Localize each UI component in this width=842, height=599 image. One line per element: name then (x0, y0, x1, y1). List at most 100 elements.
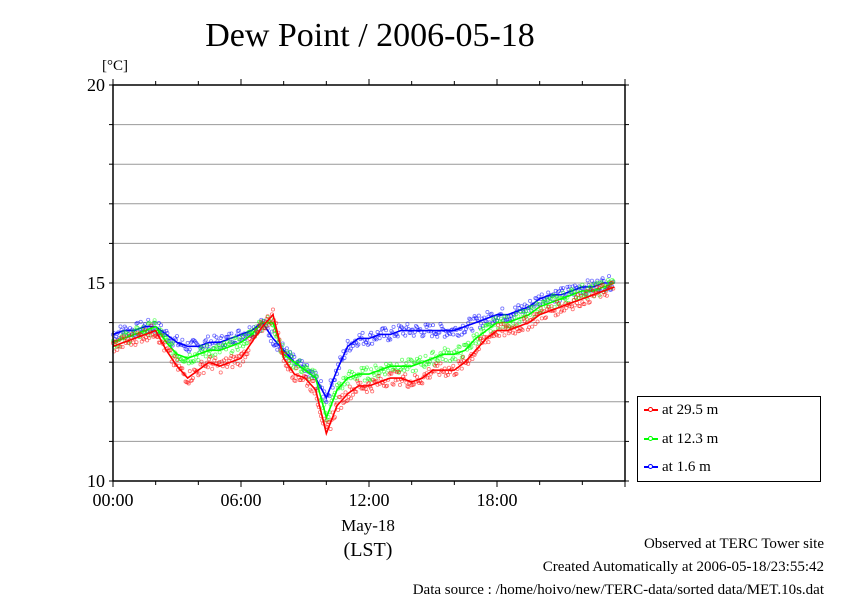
data-point (409, 358, 414, 363)
x-tick-label: 06:00 (220, 490, 261, 510)
data-point (470, 328, 475, 333)
data-point (203, 338, 208, 343)
data-point (230, 365, 235, 370)
data-point (380, 326, 385, 331)
data-point (499, 322, 504, 327)
data-point (429, 334, 434, 339)
data-point (427, 375, 432, 380)
legend-swatch-green (644, 434, 658, 444)
data-point (170, 340, 175, 345)
data-point (586, 292, 591, 297)
series-line (112, 282, 615, 421)
data-point (560, 308, 565, 313)
data-point (529, 304, 534, 309)
data-point (459, 332, 464, 337)
legend-item-29-5m: at 29.5 m (644, 399, 718, 421)
data-point (227, 341, 232, 346)
data-point (587, 300, 592, 305)
data-point (418, 355, 423, 360)
data-point (602, 292, 607, 297)
data-point (114, 339, 119, 344)
data-point (464, 326, 469, 331)
series-at-29-5-m (111, 280, 616, 437)
footer-created: Created Automatically at 2006-05-18/23:5… (542, 559, 824, 575)
data-point (401, 331, 406, 336)
data-point (217, 360, 222, 365)
data-point (224, 356, 229, 361)
data-point (536, 302, 541, 307)
data-point (485, 310, 490, 315)
data-point (142, 327, 147, 332)
data-point (514, 312, 519, 317)
data-point (530, 324, 535, 329)
data-point (581, 293, 586, 298)
data-point (219, 334, 224, 339)
data-point (578, 304, 583, 309)
data-point (382, 326, 387, 331)
data-point (370, 341, 375, 346)
legend: at 29.5 m at 12.3 m at 1.6 m (637, 396, 821, 482)
data-point (403, 372, 408, 377)
data-point (377, 336, 382, 341)
data-point (561, 290, 566, 295)
data-point (370, 389, 375, 394)
data-point (165, 338, 170, 343)
grid-lines (113, 124, 625, 442)
data-point (120, 344, 125, 349)
data-point (510, 330, 515, 335)
data-point (374, 365, 379, 370)
data-point (459, 366, 464, 371)
data-point (265, 314, 270, 319)
legend-swatch-red (644, 405, 658, 415)
data-point (404, 380, 409, 385)
data-point (584, 288, 589, 293)
data-point (368, 332, 373, 337)
legend-item-12-3m: at 12.3 m (644, 428, 718, 450)
data-point (453, 357, 458, 362)
data-point (466, 340, 471, 345)
data-point (468, 353, 473, 358)
data-point (435, 363, 440, 368)
data-point (214, 335, 219, 340)
data-point (337, 381, 342, 386)
data-point (194, 369, 199, 374)
data-point (348, 346, 353, 351)
data-point (457, 345, 462, 350)
data-point (589, 278, 594, 283)
data-point (437, 372, 442, 377)
legend-label: at 12.3 m (662, 430, 719, 447)
data-point (570, 307, 575, 312)
data-point (460, 355, 465, 360)
data-point (121, 334, 126, 339)
data-point (172, 354, 177, 359)
data-point (187, 369, 192, 374)
data-point (467, 358, 472, 363)
data-point (127, 333, 132, 338)
data-point (270, 307, 275, 312)
data-point (171, 363, 176, 368)
data-point (153, 320, 158, 325)
data-point (438, 361, 443, 366)
data-point (543, 300, 548, 305)
data-point (285, 367, 290, 372)
data-point (414, 374, 419, 379)
data-point (539, 316, 544, 321)
data-point (456, 333, 461, 338)
data-point (364, 389, 369, 394)
data-point (580, 282, 585, 287)
data-point (293, 378, 298, 383)
data-point (299, 358, 304, 363)
data-point (204, 343, 209, 348)
data-point (496, 323, 501, 328)
data-point (305, 365, 310, 370)
data-point (420, 381, 425, 386)
data-point (400, 379, 405, 384)
data-point (225, 364, 230, 369)
data-point (492, 330, 497, 335)
y-axis-label: [°C] (102, 58, 128, 74)
data-point (595, 284, 600, 289)
data-point (396, 370, 401, 375)
data-point (572, 303, 577, 308)
data-point (528, 298, 533, 303)
